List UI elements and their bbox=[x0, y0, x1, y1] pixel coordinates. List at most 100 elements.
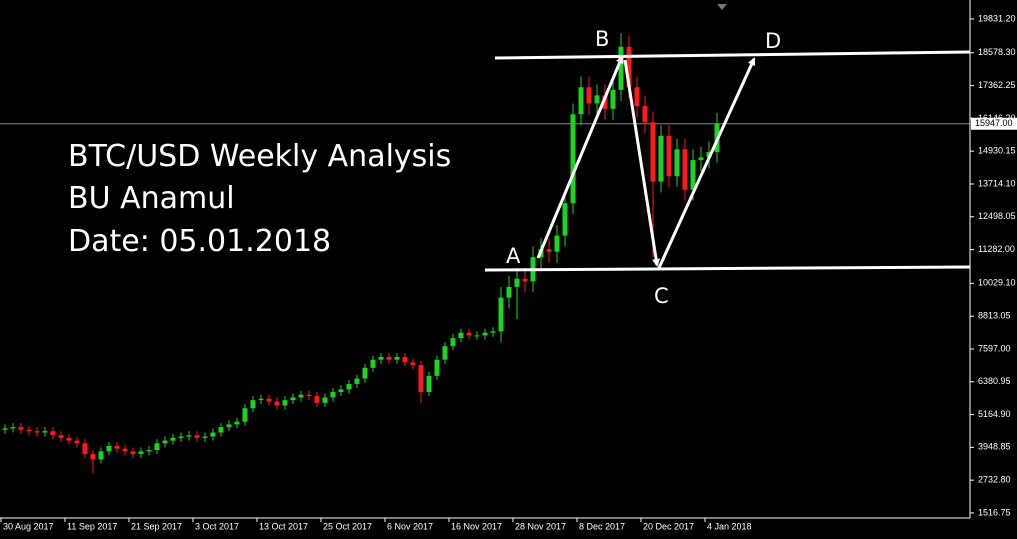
candle-body bbox=[482, 332, 488, 336]
y-tick-label: 10029.10 bbox=[978, 278, 1016, 288]
x-tick-label: 3 Oct 2017 bbox=[195, 521, 239, 531]
y-tick-label: 6380.95 bbox=[978, 376, 1011, 386]
candle-body bbox=[426, 375, 432, 393]
candle-body bbox=[234, 421, 240, 425]
candle-body bbox=[362, 367, 368, 379]
candle-body bbox=[282, 400, 288, 406]
candle-body bbox=[442, 346, 448, 360]
candle-body bbox=[666, 135, 672, 177]
candle-body bbox=[370, 359, 376, 368]
y-tick-label: 5164.90 bbox=[978, 409, 1011, 419]
candle-body bbox=[154, 443, 160, 451]
y-tick-label: 17362.25 bbox=[978, 80, 1016, 90]
y-tick-label: 12498.05 bbox=[978, 211, 1016, 221]
candle-body bbox=[674, 149, 680, 177]
candle-body bbox=[394, 356, 400, 360]
candle-body bbox=[402, 356, 408, 363]
candle-body bbox=[322, 397, 328, 403]
candle-body bbox=[50, 431, 56, 436]
candle-body bbox=[658, 135, 664, 182]
candle-body bbox=[578, 87, 584, 115]
y-tick-label: 2732.80 bbox=[978, 475, 1011, 485]
x-tick-label: 20 Dec 2017 bbox=[643, 521, 694, 531]
x-tick-label: 6 Nov 2017 bbox=[387, 521, 433, 531]
y-tick-label: 1516.75 bbox=[978, 507, 1011, 517]
candle-body bbox=[18, 427, 24, 430]
x-tick-label: 8 Dec 2017 bbox=[579, 521, 625, 531]
arrow-bc bbox=[623, 59, 661, 267]
candle-body bbox=[346, 383, 352, 390]
candle-body bbox=[34, 431, 40, 433]
candle-body bbox=[298, 394, 304, 398]
wave-label: C bbox=[654, 284, 669, 308]
candle-body bbox=[386, 356, 392, 360]
candle-body bbox=[2, 428, 8, 430]
y-tick-label: 19831.20 bbox=[978, 13, 1016, 23]
candle-body bbox=[74, 440, 80, 444]
candle-body bbox=[458, 332, 464, 339]
candle-body bbox=[162, 440, 168, 444]
candle-body bbox=[274, 401, 280, 406]
candle-body bbox=[514, 278, 520, 287]
arrow-cd bbox=[657, 57, 756, 269]
candle-body bbox=[418, 365, 424, 393]
candle-body bbox=[26, 429, 32, 432]
candle-body bbox=[586, 87, 592, 104]
x-tick-label: 21 Sep 2017 bbox=[131, 521, 182, 531]
candle-body bbox=[58, 435, 64, 438]
candle-body bbox=[682, 149, 688, 190]
candle-body bbox=[354, 378, 360, 384]
candle-body bbox=[338, 389, 344, 393]
candle-body bbox=[98, 451, 104, 460]
candle-body bbox=[138, 451, 144, 455]
candle-body bbox=[434, 359, 440, 376]
candle-body bbox=[378, 356, 384, 360]
candle-body bbox=[170, 437, 176, 441]
candle-body bbox=[226, 424, 232, 428]
x-tick-label: 25 Oct 2017 bbox=[323, 521, 372, 531]
candle-body bbox=[546, 249, 552, 252]
candle-body bbox=[410, 362, 416, 366]
candle-body bbox=[554, 235, 560, 252]
candle-body bbox=[10, 427, 16, 429]
candle-body bbox=[450, 338, 456, 347]
candle-body bbox=[186, 435, 192, 437]
y-tick-label: 14930.15 bbox=[978, 146, 1016, 156]
current-price-box bbox=[971, 117, 1017, 130]
candle-body bbox=[562, 203, 568, 236]
candle-body bbox=[66, 437, 72, 441]
candle-body bbox=[330, 392, 336, 398]
wave-label: B bbox=[595, 27, 609, 51]
y-tick-label: 18578.30 bbox=[978, 47, 1016, 57]
annotation: BTC/USD Weekly Analysis bbox=[68, 139, 451, 174]
x-tick-label: 11 Sep 2017 bbox=[67, 521, 117, 531]
y-tick-label: 7597.00 bbox=[978, 343, 1011, 353]
resistance-line bbox=[494, 50, 971, 60]
candle-body bbox=[698, 157, 704, 161]
y-tick-label: 8813.05 bbox=[978, 311, 1011, 321]
candle-body bbox=[178, 436, 184, 438]
candle-body bbox=[642, 106, 648, 123]
arrow-ab bbox=[536, 55, 624, 259]
candle-body bbox=[474, 335, 480, 337]
x-tick-label: 13 Oct 2017 bbox=[259, 521, 308, 531]
y-tick-label: 3948.85 bbox=[978, 442, 1011, 452]
candle-body bbox=[146, 450, 152, 452]
candle-body bbox=[266, 398, 272, 402]
candle-body bbox=[90, 454, 96, 460]
candle-body bbox=[634, 87, 640, 107]
candle-body bbox=[522, 278, 528, 282]
candle-body bbox=[242, 408, 248, 422]
y-tick-label: 13714.10 bbox=[978, 178, 1016, 188]
candle-body bbox=[594, 95, 600, 104]
y-tick-label: 11282.00 bbox=[978, 244, 1015, 254]
candle-body bbox=[210, 432, 216, 437]
candle-body bbox=[626, 46, 632, 88]
candle-body bbox=[250, 400, 256, 409]
candle-body bbox=[650, 122, 656, 182]
candle-body bbox=[498, 297, 504, 332]
candle-body bbox=[122, 448, 128, 452]
candle-body bbox=[290, 397, 296, 401]
